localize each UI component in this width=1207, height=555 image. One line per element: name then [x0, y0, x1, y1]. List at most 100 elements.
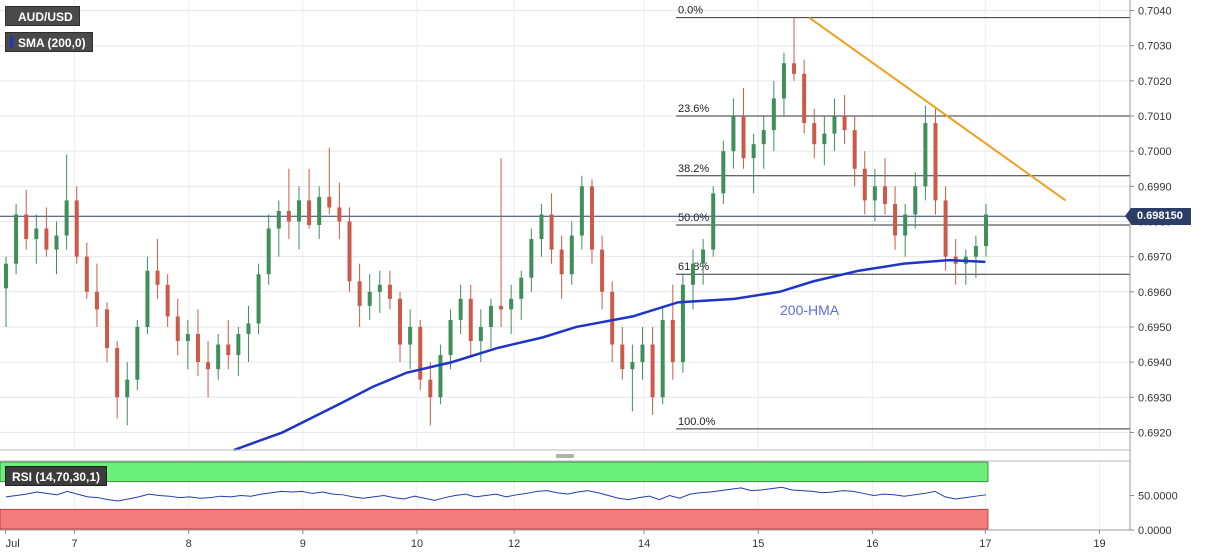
- rsi-axis-label: 0.0000: [1138, 525, 1172, 537]
- candle-body: [186, 334, 190, 341]
- candle-body: [267, 229, 271, 275]
- candle-body: [832, 116, 836, 134]
- candle-body: [75, 200, 79, 256]
- time-axis-label: 8: [186, 538, 192, 550]
- time-axis-label: 17: [979, 538, 991, 550]
- candle-body: [640, 345, 644, 363]
- candle-body: [236, 334, 240, 355]
- fibonacci-level-label: 0.0%: [678, 5, 703, 17]
- candle-body: [4, 264, 8, 289]
- candle-body: [105, 309, 109, 348]
- time-axis-label: 16: [866, 538, 878, 550]
- price-axis-label: 0.6960: [1138, 287, 1172, 299]
- candle-body: [287, 211, 291, 222]
- symbol-tag[interactable]: AUD/USD: [5, 6, 80, 26]
- candle-body: [408, 327, 412, 345]
- candle-body: [166, 285, 170, 317]
- candle-body: [418, 327, 422, 380]
- candle-body: [610, 292, 614, 345]
- candle-body: [802, 74, 806, 123]
- candle-body: [853, 130, 857, 169]
- candle-body: [24, 214, 28, 239]
- candle-body: [933, 123, 937, 200]
- price-axis-label: 0.6930: [1138, 392, 1172, 404]
- candle-body: [216, 345, 220, 370]
- time-axis-label: 10: [411, 538, 423, 550]
- time-axis-label: 12: [508, 538, 520, 550]
- rsi-overbought-zone: [0, 462, 988, 482]
- price-axis-label: 0.6970: [1138, 252, 1172, 264]
- candle-body: [499, 306, 503, 310]
- candle-body: [438, 355, 442, 397]
- sma-label: SMA (200,0): [18, 36, 86, 50]
- candle-body: [327, 197, 331, 208]
- candle-body: [519, 278, 523, 299]
- candle-body: [550, 214, 554, 249]
- symbol-marker: [10, 10, 13, 22]
- candle-body: [479, 327, 483, 341]
- candle-body: [701, 250, 705, 264]
- candle-body: [974, 246, 978, 257]
- candle-body: [590, 186, 594, 249]
- candle-body: [337, 207, 341, 221]
- price-axis-label: 0.7030: [1138, 41, 1172, 53]
- candle-body: [358, 281, 362, 306]
- rsi-label: RSI (14,70,30,1): [12, 470, 100, 484]
- fibonacci-level-label: 38.2%: [678, 163, 709, 175]
- candle-body: [762, 130, 766, 144]
- candle-body: [257, 274, 261, 323]
- candle-body: [277, 211, 281, 229]
- fibonacci-level-label: 23.6%: [678, 103, 709, 115]
- candle-body: [135, 327, 139, 380]
- candle-body: [196, 334, 200, 362]
- candle-body: [44, 229, 48, 250]
- candle-body: [671, 320, 675, 362]
- candle-body: [297, 200, 301, 221]
- candle-body: [570, 236, 574, 275]
- candle-body: [246, 323, 250, 334]
- candle-body: [509, 299, 513, 310]
- candle-body: [843, 116, 847, 130]
- candle-body: [661, 320, 665, 397]
- candle-body: [317, 197, 321, 225]
- candle-body: [156, 271, 160, 285]
- rsi-axis-label: 50.0000: [1138, 491, 1178, 503]
- candle-body: [539, 214, 543, 239]
- candle-body: [944, 200, 948, 256]
- time-axis-label: 9: [300, 538, 306, 550]
- rsi-oversold-zone: [0, 509, 988, 529]
- price-axis-label: 0.7040: [1138, 6, 1172, 18]
- candle-body: [529, 239, 533, 278]
- candle-body: [822, 134, 826, 145]
- candle-body: [378, 285, 382, 292]
- sma-annotation-label: 200-HMA: [780, 302, 840, 318]
- candle-body: [449, 320, 453, 355]
- candle-body: [459, 299, 463, 320]
- time-axis-label: 14: [638, 538, 650, 550]
- candle-body: [368, 292, 372, 306]
- candle-body: [913, 186, 917, 214]
- candle-body: [65, 200, 69, 235]
- candle-body: [812, 123, 816, 144]
- candle-body: [34, 229, 38, 240]
- price-axis-label: 0.6940: [1138, 357, 1172, 369]
- price-axis-label: 0.6950: [1138, 322, 1172, 334]
- symbol-label: AUD/USD: [18, 10, 73, 24]
- candle-body: [206, 362, 210, 369]
- candle-body: [893, 204, 897, 236]
- candle-body: [883, 186, 887, 204]
- rsi-tag[interactable]: RSI (14,70,30,1): [5, 466, 107, 486]
- candle-body: [428, 380, 432, 398]
- candle-body: [398, 299, 402, 345]
- candle-body: [731, 116, 735, 151]
- candle-body: [923, 123, 927, 186]
- candle-body: [721, 151, 725, 193]
- candle-body: [348, 221, 352, 281]
- candle-body: [307, 200, 311, 225]
- candle-body: [651, 345, 655, 398]
- candle-body: [742, 116, 746, 158]
- candle-body: [984, 214, 988, 246]
- sma-tag[interactable]: SMA (200,0): [5, 32, 93, 52]
- price-axis-label: 0.6990: [1138, 181, 1172, 193]
